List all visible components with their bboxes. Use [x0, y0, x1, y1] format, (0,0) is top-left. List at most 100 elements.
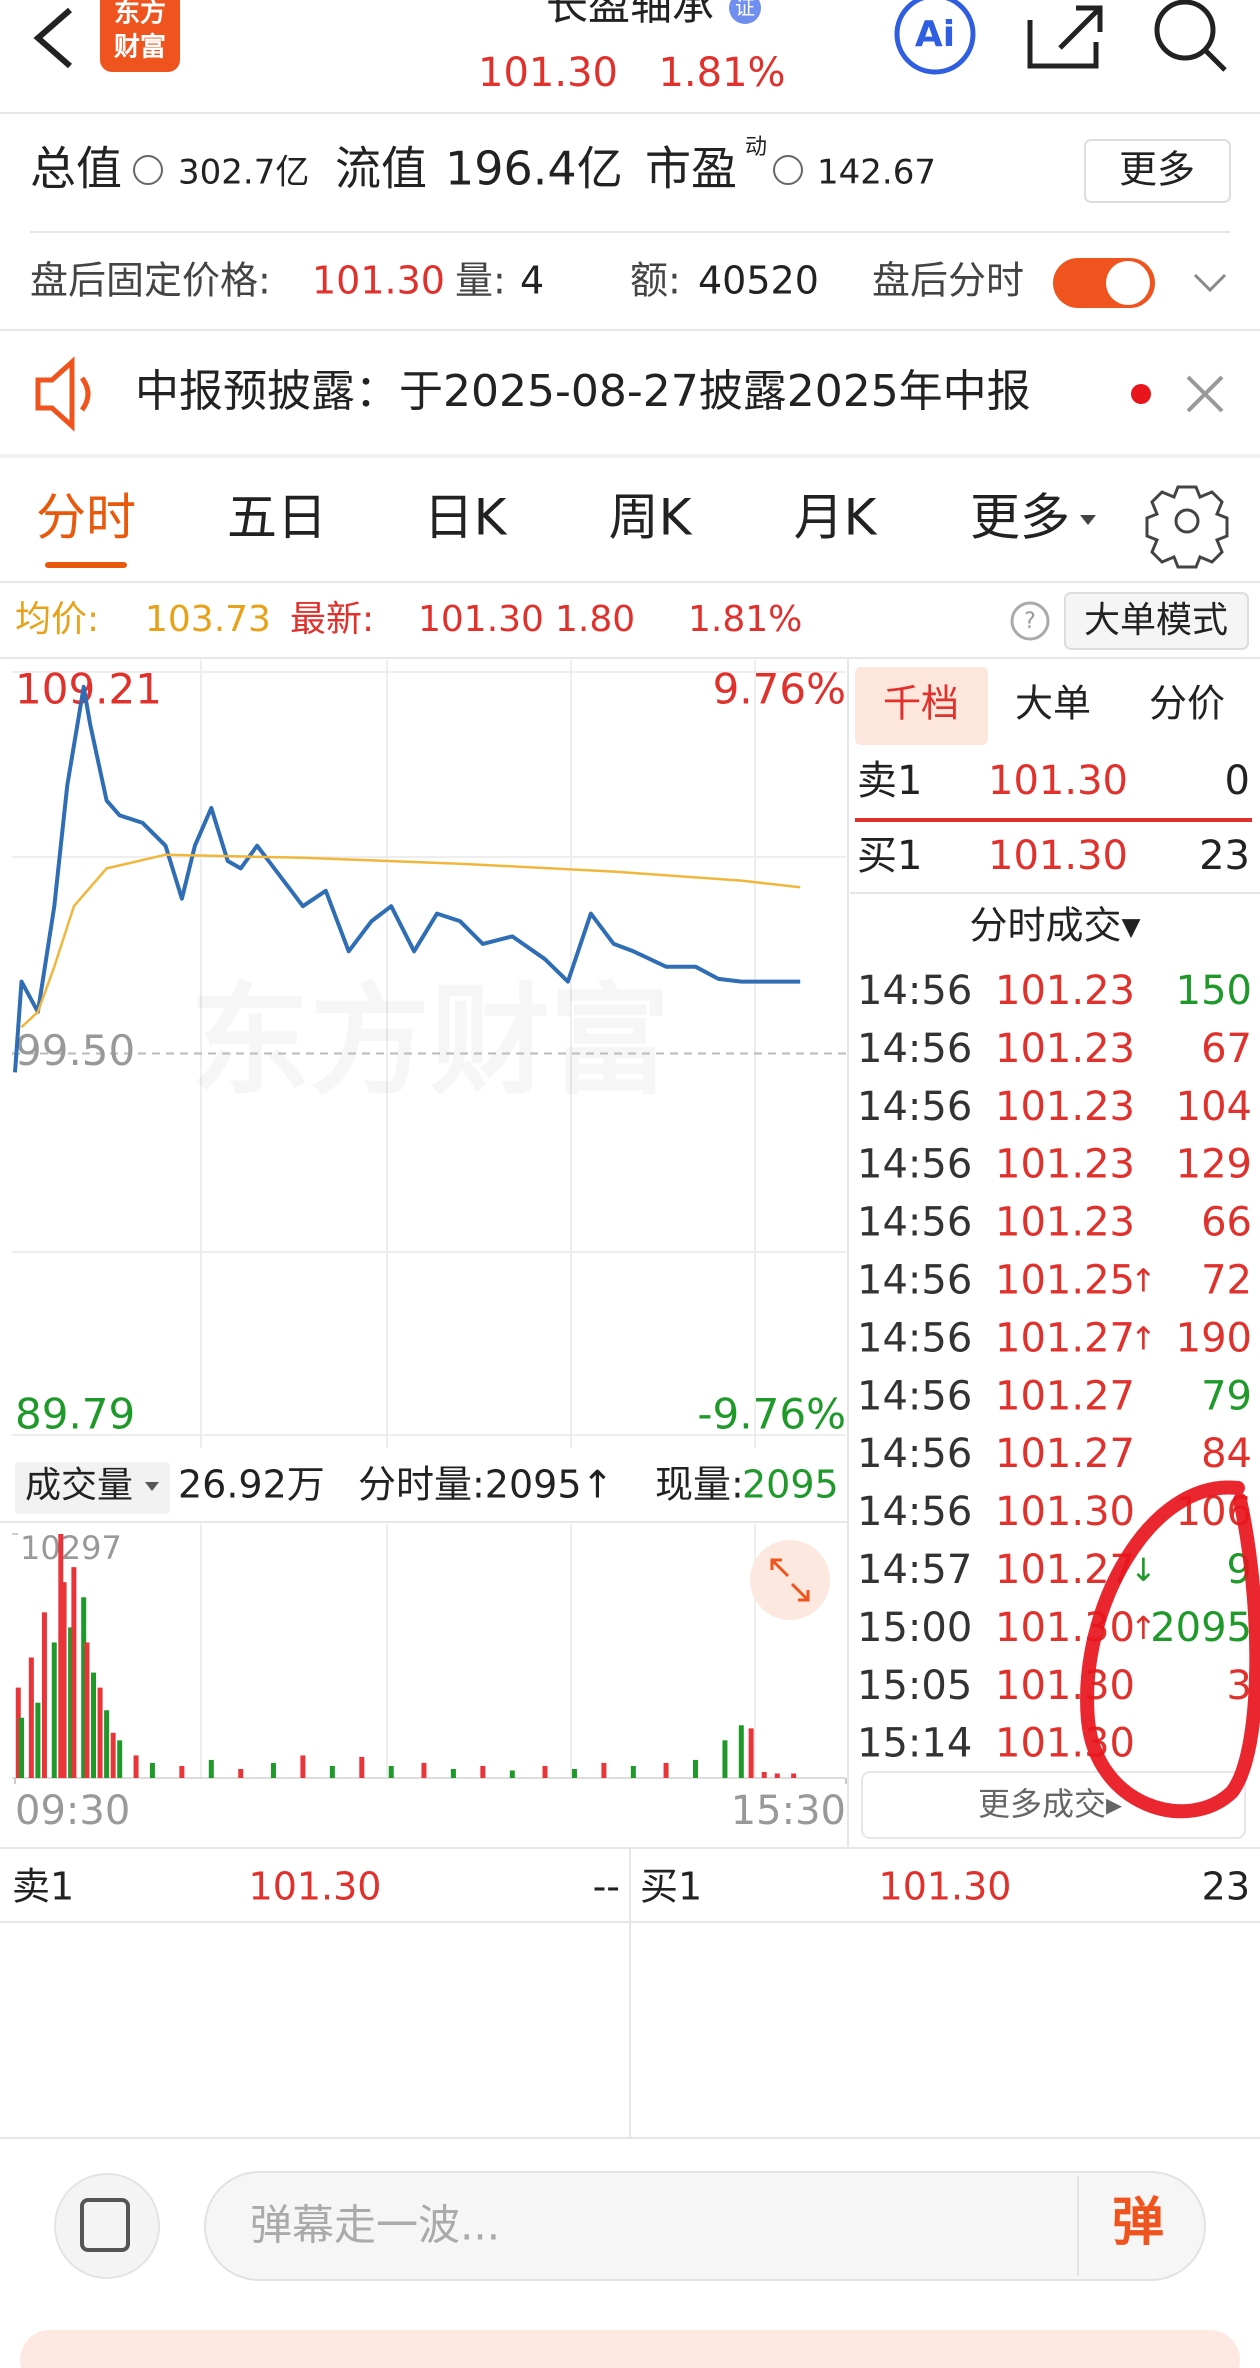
comment-icon — [80, 2198, 130, 2252]
tick-volume: 3 — [1227, 1663, 1252, 1709]
info-icon[interactable] — [133, 155, 163, 185]
volume-bar — [58, 1534, 64, 1778]
more-button[interactable] — [1084, 139, 1231, 203]
help-icon[interactable] — [1010, 601, 1050, 641]
mode-button[interactable] — [1064, 592, 1249, 650]
quote-volume: 23 — [1202, 1865, 1250, 1909]
volume-bar — [738, 1725, 744, 1778]
volume-bar — [41, 1612, 47, 1778]
tick-time: 14:56 — [857, 1489, 972, 1535]
ai-label: Ai — [915, 14, 955, 55]
tab[interactable]: 月K — [794, 489, 878, 547]
volume-bar — [68, 1627, 74, 1778]
volume-bar — [300, 1755, 306, 1778]
info-icon[interactable] — [773, 155, 803, 185]
tick-time: 15:05 — [857, 1663, 972, 1709]
quote-volume: -- — [593, 1865, 620, 1909]
settings-hub — [1174, 508, 1200, 534]
stat-sup: 动 — [745, 135, 767, 160]
tick-time: 14:56 — [857, 1373, 972, 1419]
ai-button[interactable] — [894, 0, 976, 75]
tab[interactable]: 分时 — [36, 489, 136, 547]
volume-selector[interactable] — [15, 1462, 170, 1514]
stat-label: 市盈 — [645, 142, 737, 196]
volume-bar — [179, 1765, 185, 1778]
volume-bar — [110, 1732, 116, 1778]
danmaku-input[interactable] — [204, 2171, 1206, 2281]
ticks-title[interactable]: 分时成交▾ — [969, 904, 1140, 948]
settings-button[interactable] — [1145, 485, 1229, 569]
tick-time: 14:56 — [857, 1431, 972, 1477]
tick-price: 101.27 — [995, 1315, 1135, 1361]
latest-value: 101.30 — [418, 599, 544, 640]
expand-chevron[interactable] — [1193, 273, 1227, 293]
bottom-nav — [20, 2330, 1240, 2368]
tick-time: 15:14 — [857, 1721, 972, 1767]
badge-text: 证 — [735, 0, 755, 20]
tick-price: 101.30 — [995, 1489, 1135, 1535]
annotation-circle — [1080, 1480, 1260, 1819]
volume-bar — [509, 1770, 515, 1778]
volume-bar — [84, 1642, 90, 1778]
more-trades-bg[interactable] — [861, 1771, 1246, 1839]
tick-price: 101.27 — [995, 1373, 1135, 1419]
tick-volume: 79 — [1201, 1373, 1252, 1419]
share-button[interactable] — [1027, 5, 1103, 69]
close-button[interactable] — [1186, 375, 1224, 413]
tick-price: 101.27 — [995, 1431, 1135, 1477]
volume-bar — [761, 1771, 767, 1778]
change-pct: 1.81% — [688, 599, 802, 640]
tick-arrow: ↑ — [1130, 1609, 1157, 1647]
tick-time: 14:56 — [857, 1026, 972, 1072]
x-tick-label: 15:30 — [731, 1788, 846, 1834]
book-price: 101.30 — [988, 758, 1128, 804]
x-tick-label: 09:30 — [15, 1788, 130, 1834]
search-button[interactable] — [1154, 0, 1216, 61]
volume-bar — [71, 1567, 77, 1778]
y2-tick-label: 9.76% — [713, 665, 846, 714]
expand-button[interactable] — [750, 1540, 830, 1620]
tick-volume: 2095 — [1150, 1605, 1252, 1651]
tab[interactable]: 周K — [609, 489, 693, 547]
back-button[interactable] — [33, 7, 72, 69]
logo-text: 东方 — [114, 0, 166, 29]
tab[interactable]: 五日 — [227, 489, 327, 547]
comment-button[interactable] — [54, 2173, 160, 2279]
change-value: 1.80 — [555, 599, 635, 640]
tick-price: 101.30 — [995, 1721, 1135, 1767]
stat-value: 196.4亿 — [445, 142, 623, 196]
panel-tab[interactable]: 分价 — [1149, 682, 1225, 726]
volume-bar — [15, 1687, 21, 1778]
search-handle — [1203, 48, 1227, 72]
book-label: 卖1 — [857, 758, 922, 804]
panel-tab[interactable]: 大单 — [1015, 682, 1091, 726]
tick-time: 14:56 — [857, 1084, 972, 1130]
volume-bar — [571, 1768, 577, 1778]
series-line — [13, 684, 801, 1073]
tick-volume: 129 — [1176, 1142, 1252, 1188]
speaker-icon — [35, 356, 91, 432]
volume-bar — [270, 1762, 276, 1778]
volume-bar — [722, 1740, 728, 1778]
panel-tab[interactable]: 千档 — [883, 682, 959, 726]
stat-label: 总值 — [30, 142, 122, 196]
expand-icon — [770, 1558, 810, 1602]
tab[interactable]: 日K — [424, 489, 508, 547]
quote-label: 卖1 — [12, 1865, 74, 1909]
current-volume: 2095 — [742, 1463, 839, 1507]
more-label: 更多 — [1119, 148, 1195, 192]
tick-time: 14:56 — [857, 968, 972, 1014]
book-label: 买1 — [857, 833, 922, 879]
y-tick-label: 89.79 — [15, 1390, 135, 1439]
tab[interactable]: 更多 — [970, 489, 1070, 547]
after-label: 盘后固定价格: — [30, 259, 271, 303]
notice[interactable]: 中报预披露：于2025-08-27披露2025年中报 — [135, 366, 1031, 417]
after-label: 额: — [630, 259, 681, 303]
danmaku-button[interactable]: 弹 — [1112, 2193, 1164, 2253]
volume-bar — [663, 1762, 669, 1778]
book-price: 101.30 — [988, 833, 1128, 879]
mode-label: 大单模式 — [1084, 600, 1228, 641]
series-line — [20, 853, 801, 1029]
volume-bar — [388, 1765, 394, 1778]
avg-value: 103.73 — [145, 599, 271, 640]
